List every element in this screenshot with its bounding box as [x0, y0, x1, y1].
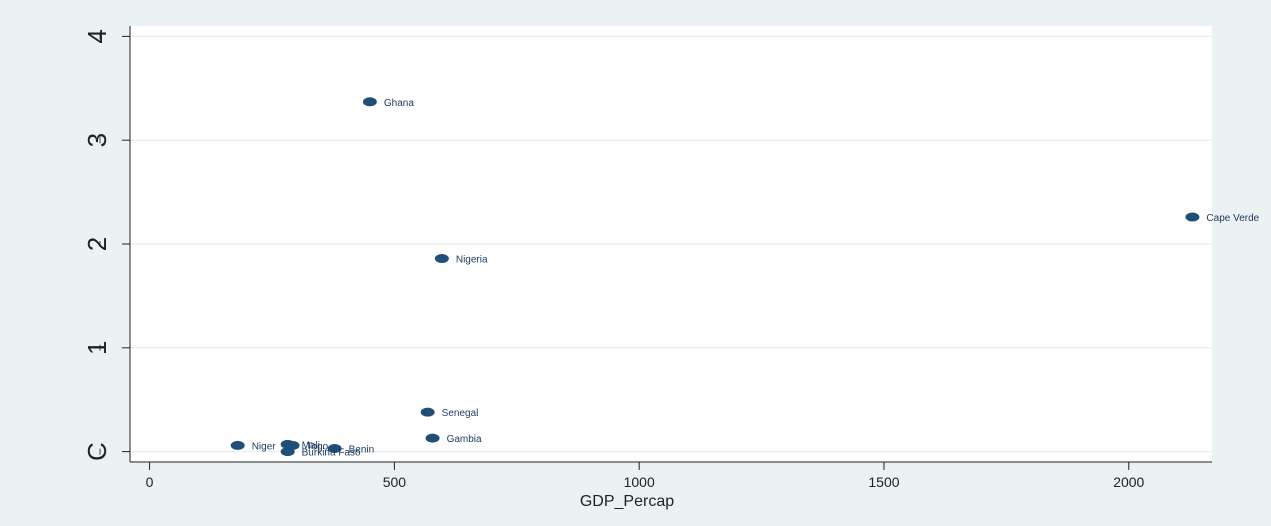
point-label: Ghana — [384, 98, 414, 109]
grid-lines — [130, 35, 1212, 453]
point-label: Benin — [349, 445, 375, 456]
y-tick-label: 3 — [82, 133, 112, 147]
scatter-point — [327, 444, 342, 454]
point-label: Mali — [302, 440, 320, 451]
point-label: Togo — [307, 441, 329, 452]
data-points: Ghana Cape Verde Nigeria Senegal Gambia Niger… — [230, 97, 1260, 459]
x-axis-title: GDP_Percap — [580, 493, 674, 510]
x-tick-label: 2000 — [1113, 474, 1144, 490]
scatter-point — [1185, 212, 1200, 222]
x-tick-label: 500 — [383, 474, 407, 490]
x-ticks: 0 500 1000 1500 2000 — [146, 462, 1145, 490]
point-label: Gambia — [447, 434, 482, 445]
y-tick-label: 1 — [82, 341, 112, 355]
y-tick-label: 2 — [82, 237, 112, 251]
y-ticks: C 1 2 3 4 — [82, 29, 130, 461]
scatter-point — [230, 440, 245, 450]
point-label: Niger — [252, 441, 277, 452]
x-tick-label: 1000 — [624, 474, 655, 490]
scatter-point — [362, 97, 377, 107]
point-label: Nigeria — [456, 255, 488, 266]
point-label: Senegal — [442, 408, 479, 419]
scatter-point — [425, 433, 440, 443]
scatter-point — [280, 447, 295, 457]
x-tick-label: 1500 — [868, 474, 899, 490]
scatter-point — [434, 254, 449, 264]
y-tick-label: C — [82, 442, 112, 461]
scatter-point — [420, 407, 435, 417]
point-label: Cape Verde — [1206, 213, 1259, 224]
x-tick-label: 0 — [146, 474, 154, 490]
y-tick-label: 4 — [82, 29, 112, 43]
point-label: Burkina Faso — [302, 448, 361, 459]
